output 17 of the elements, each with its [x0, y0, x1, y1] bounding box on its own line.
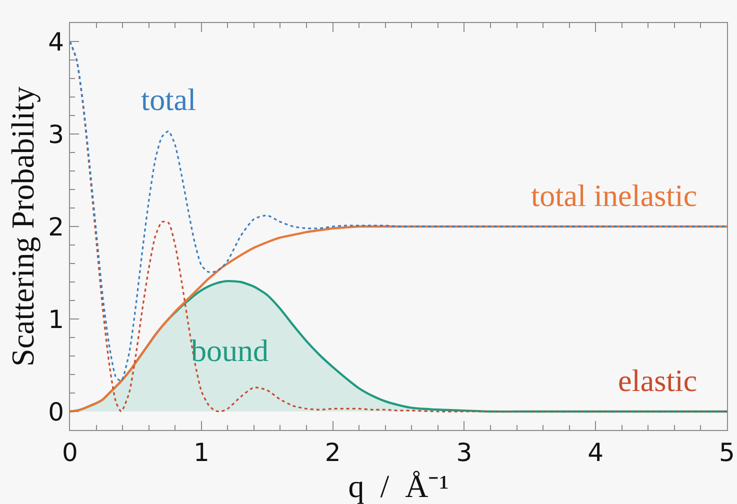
y-tick-label: 1 — [48, 304, 64, 334]
x-tick-label: 1 — [193, 438, 210, 467]
x-tick-label: 4 — [588, 438, 604, 467]
x-tick-label: 2 — [324, 438, 341, 467]
x-tick-label: 5 — [719, 438, 735, 467]
y-axis-title: Scattering Probability — [4, 86, 40, 366]
y-tick-label: 0 — [48, 397, 64, 426]
x-tick-label: 3 — [456, 438, 472, 467]
series-label: bound — [191, 333, 269, 368]
series-label: total — [141, 82, 196, 117]
y-tick-label: 4 — [48, 27, 64, 56]
series-label: total inelastic — [531, 178, 698, 213]
x-axis-title: q / Å⁻¹ — [348, 468, 449, 504]
series-label: elastic — [618, 363, 698, 398]
line-series — [70, 225, 727, 413]
y-tick-label: 3 — [48, 120, 64, 149]
y-tick-label: 2 — [48, 212, 64, 242]
